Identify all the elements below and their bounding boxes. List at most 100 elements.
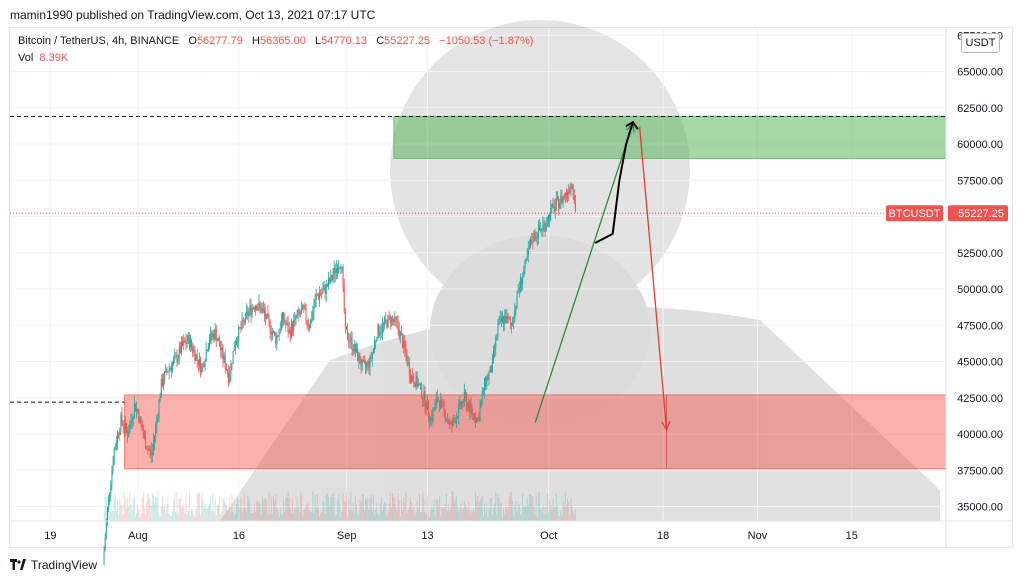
- volume-bar: [231, 494, 233, 521]
- candle-body: [331, 274, 333, 280]
- volume-bar: [117, 500, 119, 521]
- candle-body: [524, 261, 526, 271]
- symbol-label[interactable]: Bitcoin / TetherUS, 4h, BINANCE: [18, 35, 180, 47]
- volume-bar: [109, 491, 111, 521]
- candle-body: [253, 307, 255, 310]
- high-label: H: [252, 35, 260, 47]
- volume-bar: [165, 512, 167, 521]
- volume-bar: [319, 516, 321, 521]
- volume-bar: [370, 495, 372, 521]
- volume-bar: [297, 506, 299, 521]
- volume-bar: [124, 500, 126, 521]
- candle-body: [182, 341, 184, 346]
- volume-bar: [562, 500, 564, 521]
- volume-bar: [197, 491, 199, 521]
- volume-bar: [551, 509, 553, 521]
- candle-body: [481, 392, 483, 401]
- candle-body: [248, 310, 250, 316]
- candle-body: [183, 340, 185, 346]
- volume-bar: [500, 503, 502, 521]
- y-tick-label: 42500.00: [957, 393, 1003, 405]
- volume-bar: [512, 501, 514, 521]
- candle-body: [252, 307, 254, 309]
- volume-bar: [415, 511, 417, 521]
- candle-body: [339, 268, 341, 270]
- volume-bar: [108, 504, 110, 521]
- volume-bar: [182, 506, 184, 521]
- volume-bar: [558, 515, 560, 521]
- candle-body: [264, 309, 266, 315]
- candle-body: [307, 322, 309, 326]
- currency-button[interactable]: USDT: [961, 33, 1000, 53]
- candle-body: [223, 355, 225, 360]
- price-tag-text: 55227.25: [958, 208, 1004, 220]
- volume-bar: [513, 515, 515, 521]
- chart-frame[interactable]: [9, 27, 1013, 548]
- candle-body: [549, 215, 551, 221]
- volume-bar: [333, 497, 335, 521]
- volume-bar: [417, 507, 419, 521]
- candle-body: [194, 350, 196, 361]
- volume-bar: [205, 507, 207, 521]
- candle-body: [433, 409, 435, 411]
- target-zone-green: [393, 115, 947, 159]
- price-axis[interactable]: 35000.00 37500.00 40000.00 42500.00 45000.00…: [945, 28, 1003, 548]
- candle-body: [540, 228, 542, 230]
- volume-bar: [308, 510, 310, 521]
- volume-bar: [458, 511, 460, 521]
- candle-body: [357, 348, 359, 361]
- candle-body: [225, 368, 227, 371]
- volume-bar: [475, 491, 477, 521]
- volume-bar: [316, 494, 318, 521]
- volume-bar: [567, 498, 569, 521]
- volume-bar: [244, 508, 246, 521]
- volume-bar: [365, 498, 367, 521]
- volume-bar: [386, 515, 388, 521]
- footer-brand[interactable]: TradingView: [10, 558, 97, 572]
- candle-body: [133, 403, 135, 418]
- candle-body: [412, 375, 414, 381]
- volume-bars: [103, 491, 576, 521]
- candle-body: [172, 363, 174, 371]
- candle-body: [426, 401, 428, 410]
- candle-body: [512, 323, 514, 326]
- volume-bar: [403, 497, 405, 521]
- candle-body: [233, 349, 235, 352]
- candle-body: [247, 311, 249, 316]
- candle-body: [124, 423, 126, 430]
- volume-bar: [323, 501, 325, 521]
- candle-body: [466, 396, 468, 408]
- volume-bar: [340, 516, 342, 521]
- volume-bar: [210, 497, 212, 521]
- candle-body: [545, 224, 547, 231]
- volume-bar: [257, 501, 259, 521]
- footer-brand-text: TradingView: [31, 558, 98, 572]
- volume-bar: [528, 494, 530, 521]
- volume-bar: [122, 513, 124, 521]
- price-tag-bg: [948, 205, 1008, 222]
- candle-body: [356, 348, 358, 353]
- candle-body: [260, 306, 262, 313]
- candle-body: [561, 195, 563, 203]
- candle-body: [522, 276, 524, 285]
- low-label: L: [315, 35, 322, 47]
- volume-bar: [287, 491, 289, 521]
- volume-bar: [402, 509, 404, 521]
- candle-body: [350, 337, 352, 342]
- bearish-arrow: [638, 126, 668, 430]
- candle-body: [138, 411, 140, 422]
- candle-body: [141, 424, 143, 431]
- candle-body: [266, 313, 268, 319]
- candle-body: [134, 403, 136, 412]
- candle-body: [568, 191, 570, 194]
- volume-bar: [186, 514, 188, 521]
- volume-bar: [293, 513, 295, 521]
- time-axis[interactable]: 19 Aug 16 Sep 13 Oct 18 Nov 15: [10, 520, 1013, 542]
- candle-body: [192, 347, 194, 353]
- volume-bar: [115, 510, 117, 521]
- volume-bar: [279, 506, 281, 521]
- candle-body: [376, 339, 378, 342]
- candle-body: [301, 309, 303, 314]
- volume-bar: [269, 513, 271, 521]
